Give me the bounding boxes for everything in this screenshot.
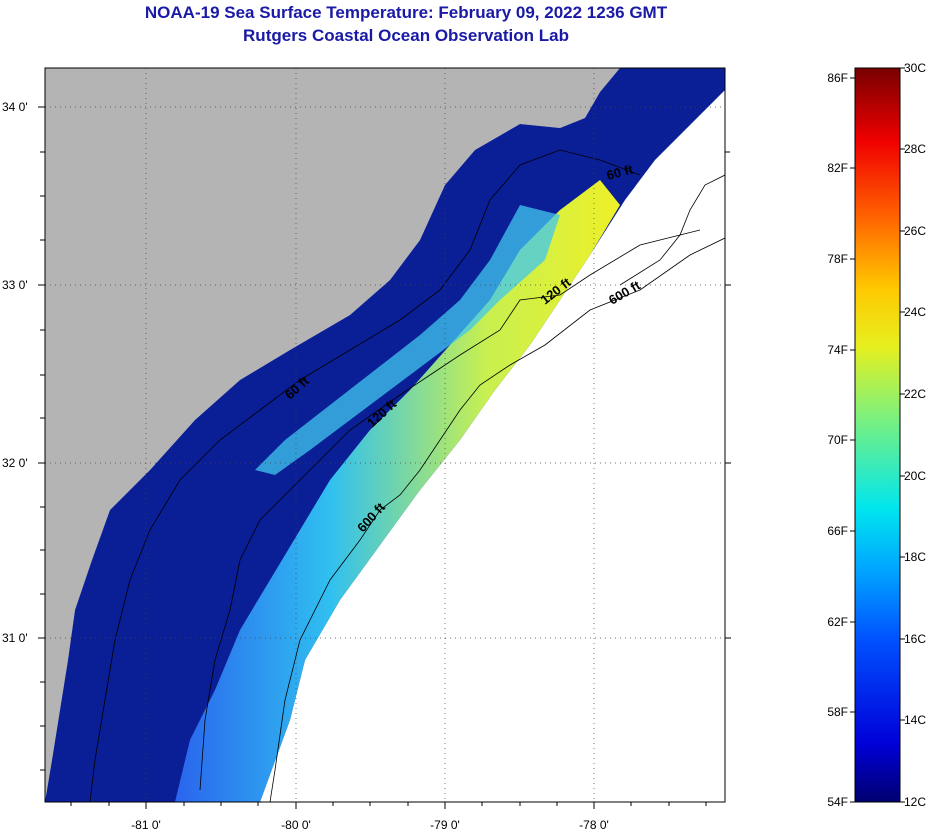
lon-label: -78 0'	[579, 818, 609, 832]
colorbar-c-label: 12C	[904, 795, 926, 809]
colorbar-c-label: 16C	[904, 632, 926, 646]
colorbar-c-label: 14C	[904, 713, 926, 727]
depth-contour-60ft	[89, 149, 641, 802]
lat-label: 32 0'	[2, 456, 28, 470]
colorbar-c-label: 24C	[904, 305, 926, 319]
land-mass	[45, 68, 620, 802]
depth-label: 60 ft	[605, 161, 635, 183]
map-plot-area: 60 ft 60 ft 120 ft 120 ft 600 ft 600 ft	[45, 68, 725, 802]
axis-ticks	[38, 106, 731, 809]
colorbar-f-label: 86F	[827, 71, 848, 85]
map-subtitle: Rutgers Coastal Ocean Observation Lab	[243, 26, 569, 45]
colorbar-f-label: 78F	[827, 252, 848, 266]
warm-water-band	[175, 180, 620, 802]
depth-contour-600ft	[269, 237, 725, 802]
colorbar-c-label: 30C	[904, 61, 926, 75]
lon-label: -81 0'	[131, 818, 161, 832]
cool-water-patch	[255, 205, 560, 475]
lat-label: 34 0'	[2, 100, 28, 114]
colorbar-f-label: 74F	[827, 343, 848, 357]
depth-contour-120ft	[199, 229, 701, 791]
lat-label: 31 0'	[2, 631, 28, 645]
colorbar-c-label: 22C	[904, 387, 926, 401]
colorbar-f-label: 70F	[827, 433, 848, 447]
colorbar-f-label: 66F	[827, 524, 848, 538]
colorbar-f-label: 62F	[827, 615, 848, 629]
map-title: NOAA-19 Sea Surface Temperature: Februar…	[144, 3, 668, 22]
graticule	[45, 68, 725, 802]
colorbar-f-label: 58F	[827, 705, 848, 719]
colorbar	[854, 67, 901, 803]
map-frame	[44, 67, 726, 803]
colorbar-f-label: 82F	[827, 161, 848, 175]
colorbar-f-label: 54F	[827, 795, 848, 809]
colorbar-c-label: 20C	[904, 469, 926, 483]
colorbar-c-label: 26C	[904, 224, 926, 238]
colorbar-ticks	[850, 67, 905, 803]
colorbar-c-label: 18C	[904, 550, 926, 564]
colorbar-c-label: 28C	[904, 142, 926, 156]
lat-label: 33 0'	[2, 278, 28, 292]
lon-label: -80 0'	[281, 818, 311, 832]
lon-label: -79 0'	[430, 818, 460, 832]
depth-contour-600ft-offshore	[619, 174, 725, 286]
